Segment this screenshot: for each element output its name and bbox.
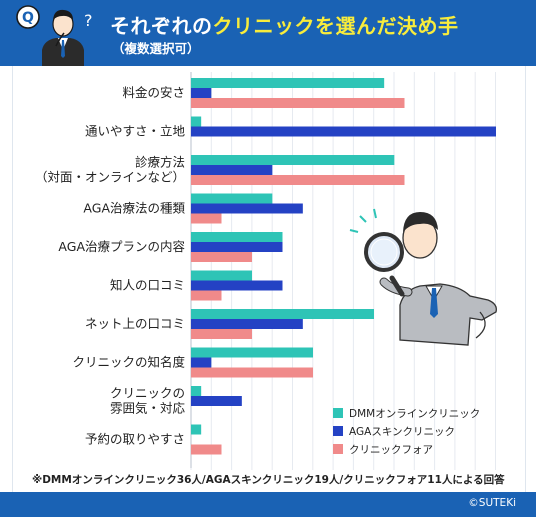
legend-label: クリニックフォア <box>349 444 433 456</box>
category-label: クリニックの知名度 <box>72 355 185 370</box>
copyright-text: ©SUTEKi <box>468 497 516 509</box>
bar <box>191 213 222 224</box>
bar <box>191 175 405 185</box>
category-label: ネット上の口コミ <box>85 316 185 331</box>
legend-swatch <box>333 426 343 436</box>
bar <box>191 116 202 127</box>
bar <box>191 155 395 165</box>
chart-panel <box>12 66 526 494</box>
legend-label: AGAスキンクリニック <box>349 426 455 438</box>
category-label: クリニックの雰囲気・対応 <box>110 386 186 416</box>
chart-subtitle: （複数選択可） <box>112 41 200 56</box>
footer-band <box>0 492 536 517</box>
category-label: 知人の口コミ <box>110 278 185 293</box>
bar <box>191 396 242 406</box>
bar <box>191 126 496 137</box>
bar <box>191 242 283 252</box>
bar <box>191 319 303 329</box>
category-label: AGA治療プランの内容 <box>58 239 185 254</box>
bar <box>191 290 222 301</box>
chart-footnote: ※DMMオンラインクリニック36人/AGAスキンクリニック19人/クリニックフォ… <box>32 474 505 486</box>
bar <box>191 347 313 358</box>
category-label: 料金の安さ <box>122 85 185 100</box>
thinking-man-icon: Q ? <box>16 5 93 66</box>
bar <box>191 329 252 339</box>
bar <box>191 270 252 281</box>
bar <box>191 88 212 98</box>
bar <box>191 280 283 291</box>
bar <box>191 367 313 378</box>
bar <box>191 357 212 368</box>
bar <box>191 232 283 242</box>
legend-label: DMMオンラインクリニック <box>349 408 480 420</box>
chart-title: それぞれのクリニックを選んだ決め手 <box>110 14 459 38</box>
category-label: AGA治療法の種類 <box>83 201 185 216</box>
header-banner: Q ? それぞれのクリニックを選んだ決め手 （複数選択可） <box>0 0 536 66</box>
bar <box>191 252 252 262</box>
svg-text:Q: Q <box>22 10 34 26</box>
bar <box>191 78 385 88</box>
category-label: 通いやすさ・立地 <box>85 124 186 139</box>
category-label: 予約の取りやすさ <box>85 432 185 447</box>
bar <box>191 424 202 435</box>
legend-swatch <box>333 444 343 454</box>
category-label: 診療方法（対面・オンラインなど） <box>35 155 185 185</box>
bar <box>191 309 374 319</box>
bar <box>191 444 222 455</box>
bar <box>191 193 273 204</box>
bar <box>191 203 303 214</box>
bar <box>191 165 273 175</box>
legend-swatch <box>333 408 343 418</box>
svg-text:?: ? <box>84 11 93 30</box>
bar <box>191 98 405 108</box>
bar <box>191 386 202 396</box>
magnifier-man-icon <box>349 208 497 346</box>
